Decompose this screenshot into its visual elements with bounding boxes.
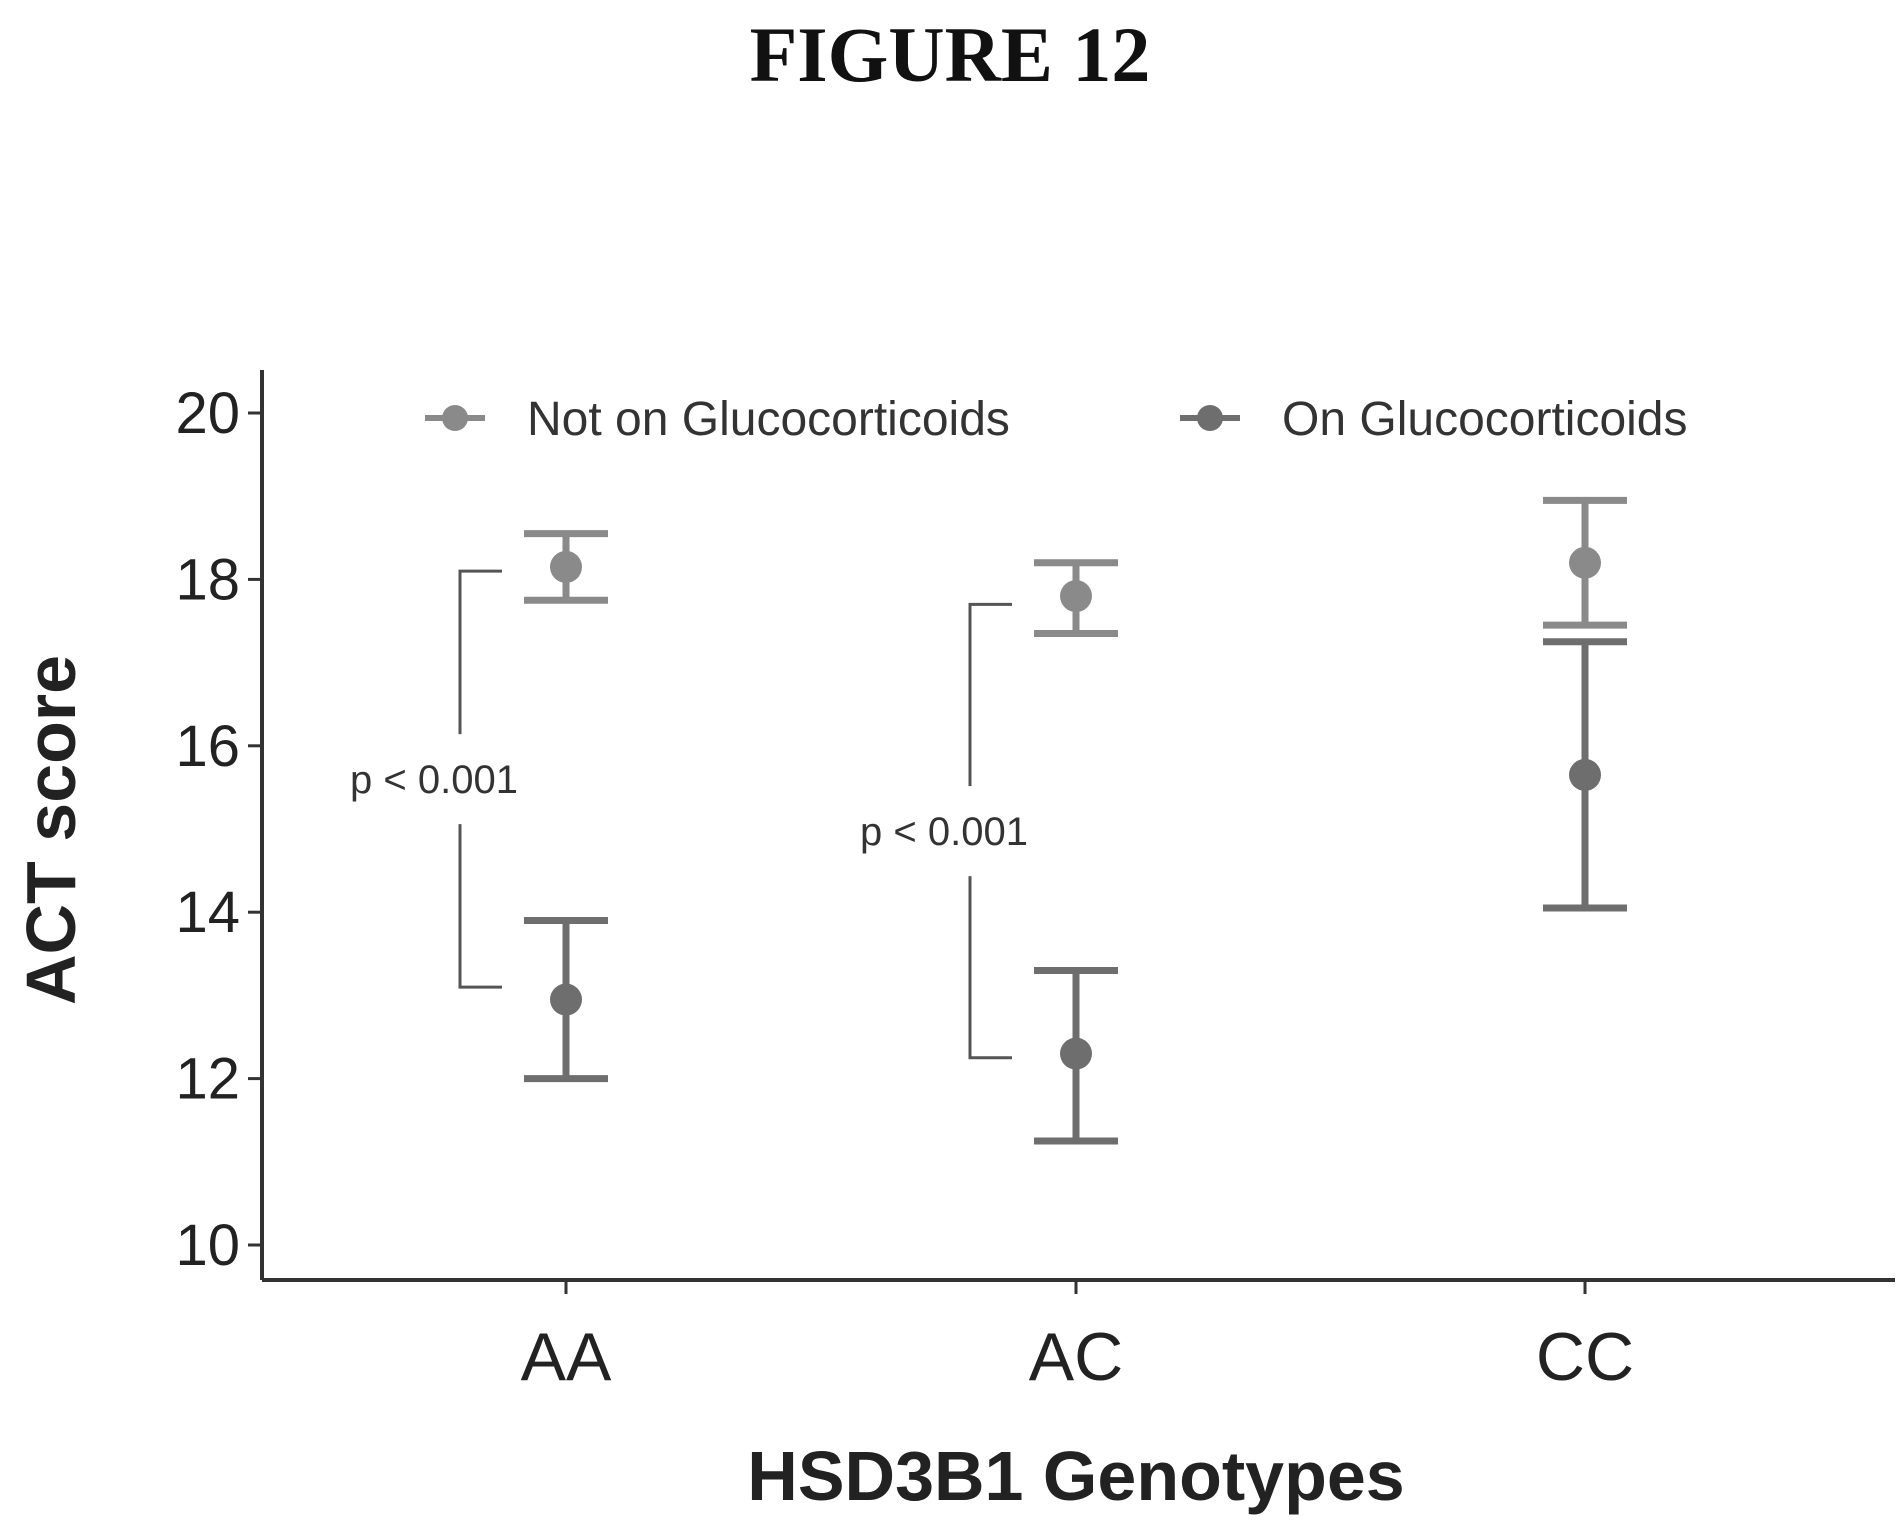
data-point (1060, 580, 1092, 613)
bracket-upper (458, 569, 502, 735)
p-value-label: p < 0.001 (860, 810, 1028, 854)
bracket-lower (968, 876, 1012, 1060)
y-tick-label: 14 (175, 880, 240, 945)
data-marks (524, 496, 1627, 1145)
legend-label: On Glucocorticoids (1282, 393, 1688, 446)
axes: 10 12 14 16 18 20 AA AC CC HSD3B1 Genotypes ACT sc… (12, 370, 1895, 1515)
legend-entry: On Glucocorticoids (1180, 393, 1688, 446)
legend-entry: Not on Glucocorticoids (425, 393, 1010, 446)
x-tick-label: AA (521, 1319, 612, 1395)
significance-brackets: p < 0.001 p < 0.001 (350, 569, 1028, 1060)
bracket-upper (968, 602, 1012, 787)
data-point (550, 550, 582, 583)
data-point (1569, 758, 1601, 791)
y-tick-label: 16 (175, 714, 240, 779)
y-tick-label: 18 (175, 547, 240, 612)
legend-marker (1197, 405, 1223, 431)
y-tick-label: 20 (175, 381, 240, 446)
significance-bracket (458, 569, 502, 989)
x-axis-title: HSD3B1 Genotypes (747, 1437, 1404, 1515)
y-axis-title: ACT score (12, 655, 90, 1005)
legend: Not on Glucocorticoids On Glucocorticoids (425, 393, 1688, 446)
data-point (550, 983, 582, 1016)
figure-title: FIGURE 12 (749, 11, 1151, 98)
y-tick-label: 12 (175, 1047, 240, 1112)
significance-bracket (968, 602, 1012, 1060)
data-point (1060, 1037, 1092, 1070)
x-tick-label: AC (1029, 1319, 1123, 1395)
data-point (1569, 546, 1601, 579)
legend-marker (442, 405, 468, 431)
bracket-lower (458, 824, 502, 989)
legend-label: Not on Glucocorticoids (527, 393, 1010, 446)
p-value-label: p < 0.001 (350, 758, 518, 802)
y-tick-label: 10 (175, 1213, 240, 1278)
x-tick-label: CC (1536, 1319, 1634, 1395)
